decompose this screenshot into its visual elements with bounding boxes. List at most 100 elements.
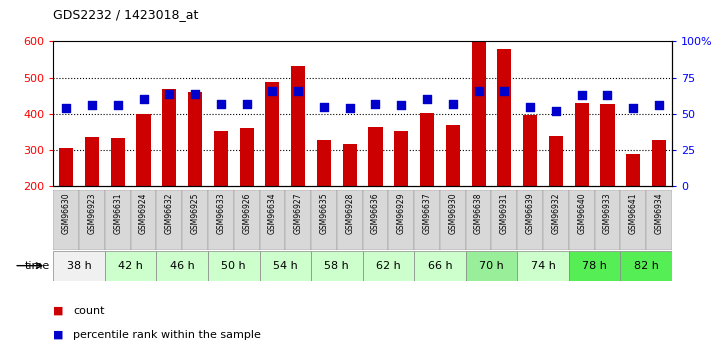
Text: 66 h: 66 h — [427, 261, 452, 270]
Bar — [543, 190, 569, 250]
Bar — [549, 136, 563, 186]
Point — [550, 108, 562, 114]
Bar — [188, 92, 202, 186]
Bar — [620, 190, 646, 250]
Bar — [182, 190, 208, 250]
Bar — [491, 190, 517, 250]
Text: GSM96639: GSM96639 — [525, 193, 535, 234]
Point — [189, 91, 201, 96]
Text: GSM96931: GSM96931 — [500, 193, 509, 234]
Text: GSM96632: GSM96632 — [165, 193, 173, 234]
Bar — [111, 138, 125, 186]
Bar — [343, 144, 357, 186]
Bar — [162, 89, 176, 186]
Text: 38 h: 38 h — [67, 261, 92, 270]
Text: time: time — [24, 261, 50, 270]
Bar — [105, 190, 131, 250]
Point — [473, 88, 484, 93]
Bar — [156, 251, 208, 280]
Text: GSM96926: GSM96926 — [242, 193, 251, 234]
Bar — [600, 104, 614, 186]
Bar — [260, 190, 285, 250]
Bar — [569, 190, 594, 250]
Text: GSM96934: GSM96934 — [655, 193, 663, 234]
Bar — [53, 190, 79, 250]
Point — [602, 92, 613, 98]
Text: GSM96631: GSM96631 — [113, 193, 122, 234]
Text: GSM96636: GSM96636 — [371, 193, 380, 234]
Point — [319, 104, 330, 109]
Text: ■: ■ — [53, 330, 64, 339]
Bar — [285, 190, 311, 250]
Bar — [446, 125, 460, 186]
Bar — [471, 42, 486, 186]
Text: GSM96633: GSM96633 — [216, 193, 225, 234]
Bar — [214, 131, 228, 186]
Point — [370, 101, 381, 107]
Bar — [291, 66, 305, 186]
Point — [447, 101, 459, 107]
Bar — [156, 190, 182, 250]
Text: GSM96634: GSM96634 — [268, 193, 277, 234]
Bar — [420, 113, 434, 186]
Bar — [523, 115, 538, 186]
Point — [395, 102, 407, 108]
Point — [215, 101, 227, 107]
Bar — [394, 131, 408, 186]
Text: GDS2232 / 1423018_at: GDS2232 / 1423018_at — [53, 8, 198, 21]
Bar — [414, 190, 440, 250]
Point — [60, 105, 72, 111]
Point — [422, 97, 433, 102]
Text: GSM96635: GSM96635 — [319, 193, 328, 234]
Text: 58 h: 58 h — [324, 261, 349, 270]
Bar — [574, 103, 589, 186]
Bar — [317, 140, 331, 186]
Bar — [79, 190, 105, 250]
Text: GSM96630: GSM96630 — [62, 193, 70, 234]
Point — [525, 104, 536, 109]
Text: GSM96641: GSM96641 — [629, 193, 638, 234]
Bar — [59, 148, 73, 186]
Point — [576, 92, 587, 98]
Point — [292, 88, 304, 93]
Bar — [240, 128, 254, 186]
Text: 50 h: 50 h — [221, 261, 246, 270]
Bar — [260, 251, 311, 280]
Bar — [646, 190, 672, 250]
Text: 54 h: 54 h — [273, 261, 298, 270]
Text: percentile rank within the sample: percentile rank within the sample — [73, 330, 261, 339]
Text: GSM96930: GSM96930 — [449, 193, 457, 234]
Point — [653, 102, 665, 108]
Bar — [368, 127, 383, 186]
Point — [267, 88, 278, 93]
Text: 82 h: 82 h — [634, 261, 658, 270]
Bar — [85, 137, 99, 186]
Text: count: count — [73, 306, 105, 315]
Text: GSM96638: GSM96638 — [474, 193, 483, 234]
Bar — [652, 140, 666, 186]
Text: GSM96637: GSM96637 — [422, 193, 432, 234]
Text: 70 h: 70 h — [479, 261, 504, 270]
Point — [86, 102, 97, 108]
Bar — [466, 251, 517, 280]
Text: GSM96640: GSM96640 — [577, 193, 586, 234]
Bar — [234, 190, 260, 250]
Text: GSM96933: GSM96933 — [603, 193, 612, 234]
Text: GSM96925: GSM96925 — [191, 193, 200, 234]
Bar — [414, 251, 466, 280]
Bar — [466, 190, 491, 250]
Bar — [208, 251, 260, 280]
Text: 62 h: 62 h — [376, 261, 401, 270]
Point — [164, 91, 175, 96]
Bar — [337, 190, 363, 250]
Bar — [626, 155, 641, 186]
Bar — [208, 190, 234, 250]
Bar — [311, 251, 363, 280]
Text: 42 h: 42 h — [118, 261, 143, 270]
Bar — [53, 251, 105, 280]
Point — [112, 102, 124, 108]
Bar — [105, 251, 156, 280]
Text: 74 h: 74 h — [530, 261, 555, 270]
Point — [241, 101, 252, 107]
Text: GSM96929: GSM96929 — [397, 193, 406, 234]
